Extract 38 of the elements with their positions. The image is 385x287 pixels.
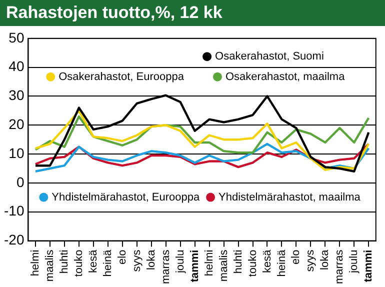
legend-label: Osakerahastot, maailma (225, 70, 346, 83)
y-tick-label: 40 (8, 58, 24, 74)
x-tick-label: kesä (261, 248, 274, 274)
x-tick-label: loka (319, 248, 332, 270)
x-tick-label: marras (160, 249, 172, 284)
x-tick-label: maalis (44, 249, 56, 282)
x-tick-label: heinä (276, 248, 288, 277)
x-tick-label: loka (145, 248, 158, 270)
y-tick-label: 30 (8, 87, 24, 104)
y-tick-label: 0 (16, 174, 24, 190)
x-tick-label: elo (116, 250, 128, 264)
x-tick-label: joulu (174, 250, 186, 274)
legend-label: Yhdistelmärahastot, Eurooppa (52, 191, 201, 204)
x-tick-label: helmi (203, 250, 216, 276)
y-tick-label: 10 (8, 144, 24, 161)
x-tick-label: tammi (188, 250, 201, 282)
y-tick-label: 20 (8, 116, 24, 132)
x-tick-label: joulu (348, 250, 360, 274)
y-tick-label: -10 (4, 202, 24, 219)
x-tick-label: helmi (30, 250, 42, 276)
y-tick-label: -20 (4, 232, 24, 248)
x-tick-label: elo (290, 250, 302, 264)
legend-label: Yhdistelmärahastot, maailma (218, 191, 362, 204)
x-tick-label: touko (246, 250, 259, 277)
legend-label: Osakerahastot, Suomi (215, 50, 324, 63)
x-tick-label: syys (130, 249, 143, 272)
chart-title: Rahastojen tuotto,%, 12 kk (0, 0, 385, 26)
x-tick-label: marras (334, 249, 346, 284)
y-tick-label: 50 (8, 29, 24, 46)
x-tick-label: kesä (87, 248, 100, 274)
x-tick-label: syys (304, 249, 317, 272)
x-tick-label: huhti (58, 250, 70, 274)
legend-label: Osakerahastot, Eurooppa (58, 70, 185, 83)
x-tick-label: tammi (362, 250, 375, 282)
x-tick-label: heinä (102, 248, 114, 277)
x-tick-label: maalis (218, 249, 230, 282)
x-tick-label: touko (72, 250, 85, 277)
x-tick-label: huhti (232, 250, 244, 274)
